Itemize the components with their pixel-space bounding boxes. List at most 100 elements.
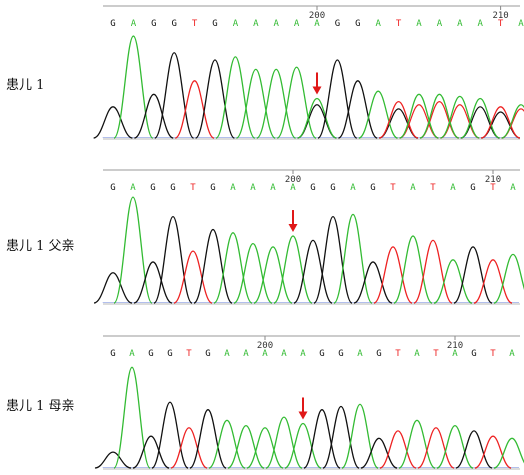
trace-peak — [170, 427, 208, 469]
trace-peak — [460, 97, 500, 139]
base-call-letter: G — [205, 349, 210, 359]
base-call-letter: G — [212, 19, 217, 29]
trace-peak — [433, 259, 473, 304]
base-call-letter: A — [518, 19, 524, 29]
trace-peak — [293, 239, 333, 304]
trace-peak — [174, 80, 215, 139]
base-call-letter: G — [471, 349, 476, 359]
trace-peak — [338, 80, 378, 139]
base-call-letter: A — [230, 183, 236, 193]
trace-peak — [379, 430, 417, 469]
trace-peak — [317, 59, 358, 139]
base-call-letter: T — [430, 183, 436, 193]
trace-peak — [94, 451, 132, 469]
trace-peak — [436, 424, 474, 469]
base-call-letter: A — [290, 183, 296, 193]
trace-peak — [493, 253, 524, 304]
secondary-peak — [501, 108, 524, 139]
base-call-letter: T — [490, 183, 496, 193]
trace-peak — [333, 213, 373, 304]
variant-arrow-icon — [312, 72, 322, 95]
base-call-letter: A — [457, 19, 463, 29]
panel-label-father: 患儿 1 父亲 — [6, 239, 75, 254]
base-call-letter: A — [281, 349, 287, 359]
position-label: 200 — [285, 175, 301, 185]
base-call-letter: T — [390, 183, 396, 193]
base-call-letter: A — [273, 19, 279, 29]
base-call-letter: A — [224, 349, 230, 359]
base-call-letter: G — [110, 19, 115, 29]
trace-peak — [273, 235, 313, 304]
trace-peak — [235, 68, 276, 139]
base-call-letter: T — [396, 19, 402, 29]
trace-peak — [213, 232, 253, 304]
trace-peak — [341, 403, 379, 469]
trace-peak — [113, 196, 153, 304]
trace-peak — [134, 93, 174, 139]
base-call-letter: G — [170, 183, 175, 193]
base-call-letter: G — [330, 183, 335, 193]
trace-peak — [132, 435, 170, 469]
trace-peak — [501, 104, 524, 139]
trace-peak — [398, 419, 436, 469]
trace-peak — [215, 56, 256, 139]
trace-peak — [154, 52, 195, 139]
variant-arrow-icon — [288, 210, 298, 233]
base-call-letter: A — [130, 183, 136, 193]
base-call-letter: T — [395, 349, 401, 359]
base-call-letter: A — [477, 19, 483, 29]
trace-peak — [133, 261, 173, 304]
position-label: 200 — [309, 11, 325, 21]
trace-peak — [93, 106, 133, 139]
trace-peak — [208, 419, 246, 469]
trace-peak — [419, 93, 460, 139]
base-call-letter: A — [131, 19, 137, 29]
trace-peak — [303, 409, 341, 469]
trace-peak — [233, 242, 273, 304]
base-call-letter: A — [357, 349, 363, 359]
trace-peak — [373, 246, 413, 304]
base-call-letter: A — [270, 183, 276, 193]
trace-peak — [93, 272, 133, 304]
base-call-letter: G — [210, 183, 215, 193]
base-call-letter: A — [510, 183, 516, 193]
base-call-letter: T — [190, 183, 196, 193]
base-call-letter: A — [452, 349, 458, 359]
trace-peak — [193, 228, 233, 304]
base-call-letter: G — [310, 183, 315, 193]
trace-peak — [246, 427, 284, 469]
trace-peak — [473, 259, 513, 304]
base-call-letter: G — [470, 183, 475, 193]
chromatogram-panel-patient: 200 210 G A G G T G A A A A A G G A T A A A A T A — [93, 5, 524, 140]
panel-label-mother: 患儿 1 母亲 — [6, 399, 75, 414]
trace-peak — [253, 246, 293, 304]
trace-peak — [284, 422, 322, 469]
base-call-letter: G — [171, 19, 176, 29]
trace-peak — [297, 97, 337, 139]
trace-peak — [393, 235, 433, 304]
trace-peak — [417, 427, 455, 469]
trace-peak — [455, 430, 493, 469]
trace-peak — [480, 106, 521, 139]
secondary-peak — [399, 104, 439, 139]
base-call-letter: A — [509, 349, 515, 359]
base-call-letter: A — [262, 349, 268, 359]
base-call-letter: G — [167, 349, 172, 359]
secondary-peak — [379, 108, 419, 139]
base-call-letter: T — [192, 19, 198, 29]
position-label: 210 — [447, 341, 463, 351]
base-call-letter: T — [490, 349, 496, 359]
trace-peak — [194, 59, 236, 139]
trace-peak — [474, 435, 512, 469]
trace-peak — [413, 239, 453, 304]
trace-peak — [153, 215, 193, 304]
base-call-letter: G — [338, 349, 343, 359]
base-call-letter: T — [498, 19, 504, 29]
base-call-letter: G — [110, 349, 115, 359]
trace-peak — [189, 409, 227, 469]
trace-peak — [453, 246, 493, 304]
position-label: 210 — [492, 11, 508, 21]
trace-peak — [440, 95, 480, 139]
base-call-letter: G — [319, 349, 324, 359]
